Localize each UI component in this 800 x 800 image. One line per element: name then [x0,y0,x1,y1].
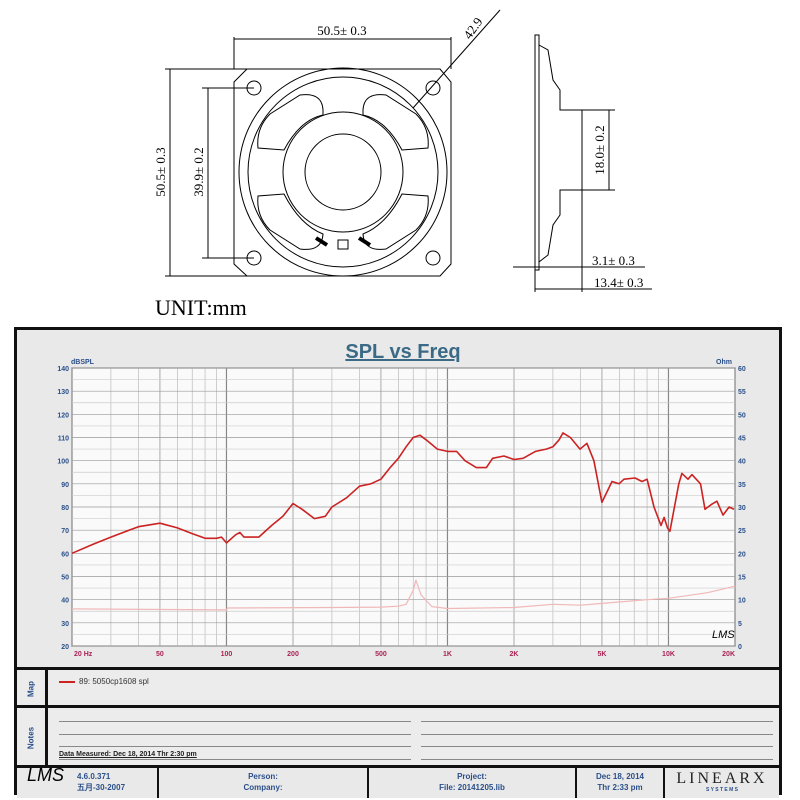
front-height-label: 50.5± 0.3 [153,147,168,196]
front-view [165,9,501,277]
lms-watermark: LMS [712,629,735,641]
footer-date: Dec 18, 2014 [595,772,645,781]
legend-swatch [59,680,75,683]
y-tick-label-left: 140 [57,366,69,373]
impedance-curve [71,579,736,611]
person: Person: [248,772,278,781]
y-tick-label-right: 60 [738,366,746,373]
data-measured-text: Data Measured: Dec 18, 2014 Thr 2:30 pm [59,751,197,758]
x-tick-label: 5K [597,651,606,658]
version: 4.6.0.371 [77,772,111,781]
diagonal-label: 42.9 [460,14,485,41]
map-row: Map 89: 5050cp1608 spl [17,667,779,708]
footer-time: Thr 2:33 pm [597,783,643,792]
legend-text: 89: 5050cp1608 spl [79,677,149,686]
lms-logo: LMS [27,765,65,785]
y-tick-label-right: 15 [738,575,746,582]
x-tick-label: 100 [221,651,233,658]
y-tick-label-right: 40 [738,459,746,466]
y-tick-label-left: 90 [61,482,69,489]
y-tick-label-right: 25 [738,528,746,535]
y-tick-label-right: 55 [738,389,746,396]
linearx-logo: LINEARX [676,770,768,787]
map-label: Map [26,681,36,697]
front-width-label: 50.5± 0.3 [317,23,366,38]
left-axis-label: dBSPL [71,359,95,366]
file: File: 20141205.lib [439,783,505,792]
flange-depth-label: 3.1± 0.3 [592,253,635,268]
y-tick-label-left: 80 [61,505,69,512]
y-tick-label-right: 10 [738,598,746,605]
total-depth-label: 13.4± 0.3 [594,275,643,290]
y-tick-label-right: 0 [738,644,742,651]
legend-entry: 89: 5050cp1608 spl [59,677,149,686]
notes-row: Notes Data Measured: Dec 18, 2014 Thr 2:… [17,705,779,768]
x-tick-label: 200 [287,651,299,658]
y-tick-label-left: 110 [58,436,69,443]
spl-curve [71,432,735,555]
y-tick-label-left: 70 [61,528,69,535]
speaker-dimension-drawing: 50.5± 0.3 42.9 50.5± 0.3 39.9± 0.2 18.0±… [153,9,652,320]
version-date: 五月-30-2007 [77,783,126,792]
x-tick-label: 2K [510,651,519,658]
x-tick-label: 50 [156,651,164,658]
right-axis-label: Ohm [716,359,732,366]
spl-chart: SPL vs Freq dBSPL Ohm 20 Hz 50 100 200 500 1K… [57,341,746,658]
y-tick-label-right: 45 [738,436,746,443]
y-tick-label-left: 40 [61,598,69,605]
side-view [513,34,652,292]
y-tick-label-left: 20 [61,644,69,651]
x-tick-label: 1K [443,651,452,658]
y-tick-label-right: 5 [738,621,742,628]
linearx-subtitle: S Y S T E M S [705,787,739,793]
unit-label: UNIT:mm [155,295,247,320]
x-tick-label: 20 Hz [74,651,93,658]
magnet-diameter-label: 18.0± 0.2 [592,125,607,174]
y-tick-label-right: 20 [738,551,746,558]
chart-title: SPL vs Freq [345,341,460,363]
y-tick-label-right: 50 [738,412,746,419]
y-tick-label-right: 30 [738,505,746,512]
hole-spacing-label: 39.9± 0.2 [191,147,206,196]
y-tick-label-left: 100 [57,459,69,466]
lms-report-panel: SPL vs Freq dBSPL Ohm 20 Hz 50 100 200 500 1K… [14,327,782,798]
company: Company: [243,783,283,792]
y-tick-label-left: 50 [61,575,69,582]
project: Project: [457,772,487,781]
y-tick-label-left: 120 [57,412,69,419]
notes-label: Notes [26,726,36,750]
y-tick-label-right: 35 [738,482,746,489]
x-tick-label: 10K [662,651,675,658]
footer-row: LMS 4.6.0.371 五月-30-2007 Person: Company:… [17,765,779,798]
y-tick-label-left: 60 [61,551,69,558]
y-tick-label-left: 30 [61,621,69,628]
y-tick-label-left: 130 [57,389,69,396]
x-tick-label: 500 [375,651,387,658]
x-tick-label: 20K [722,651,735,658]
